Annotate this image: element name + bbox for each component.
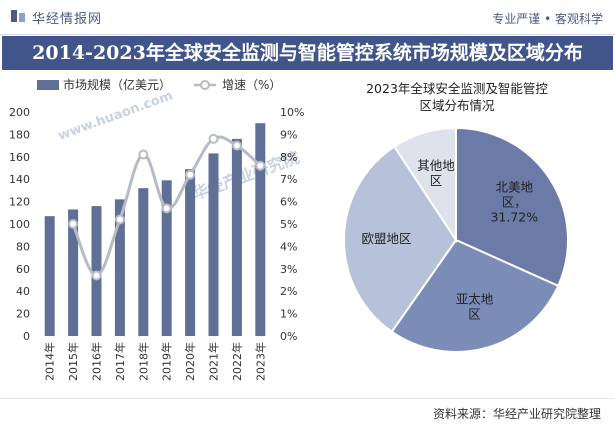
bar-2019年 [161,180,172,336]
bar-2020年 [185,169,196,336]
y-left-tick: 100 [9,218,30,231]
x-tick-label: 2014年 [43,342,57,381]
growth-point [161,203,172,214]
pie-label: 区， [502,194,527,209]
bar-2015年 [68,209,79,336]
y-left-tick: 180 [9,128,30,141]
x-tick-label: 2020年 [183,342,197,381]
bar-2021年 [208,153,219,336]
legend-line-label: 增速（%） [222,78,281,92]
growth-points [68,133,266,281]
x-tick-label: 2022年 [230,342,244,381]
y-right-tick: 0% [280,330,297,343]
y-left-tick: 160 [9,151,30,164]
top-bar: 华经情报网 专业严谨 • 客观科学 [0,0,615,35]
growth-point [185,169,196,180]
y-axis-right: 0% 1% 2% 3% 4% 5% 6% 7% 8% 9% 10% [280,106,304,343]
x-tick-label: 2021年 [207,342,221,381]
x-tick-label: 2023年 [253,342,267,381]
watermark-url: www.huaon.com [56,88,175,143]
growth-point [208,133,219,144]
pie-label: 区 [468,306,481,321]
y-right-tick: 7% [280,173,297,186]
bar-2018年 [138,188,149,336]
y-right-tick: 6% [280,196,297,209]
growth-point [138,149,149,160]
y-left-tick: 20 [16,308,30,321]
pie-label: 其他地 [417,158,455,173]
bar-2014年 [44,216,55,336]
slogan: 专业严谨 • 客观科学 [492,12,603,26]
y-right-tick: 10% [280,106,304,119]
bar-2023年 [255,123,266,336]
brand-logo-icon [10,10,26,26]
pie-slice-亚太地区 [390,238,560,353]
pie-slice-欧盟地区 [343,145,458,334]
pie-title-line-1: 2023年全球安全监测及智能管控 [366,81,548,96]
y-right-tick: 3% [280,263,297,276]
growth-point [231,140,242,151]
growth-point [91,270,102,281]
pie-chart [343,126,569,353]
x-axis-categories: 2014年 2015年 2016年 2017年 2018年 2019年 2020年 2021年… [43,342,268,381]
page-title: 2014-2023年全球安全监测与智能管控系统市场规模及区域分布 [2,36,613,70]
footer: 资料来源：华经产业研究院整理 [0,398,615,429]
legend-bar-label: 市场规模（亿美元） [63,77,171,92]
y-left-tick: 80 [16,240,30,253]
x-tick-label: 2016年 [90,342,104,381]
pie-label: 北美地 [496,179,534,194]
pie-slice-北美地区 [455,126,569,288]
y-right-tick: 4% [280,240,297,253]
growth-point [255,160,266,171]
y-left-tick: 0 [23,330,30,343]
y-left-tick: 60 [16,263,30,276]
x-tick-label: 2015年 [66,342,80,381]
pie-label: 亚太地 [456,291,494,306]
y-right-tick: 5% [280,218,297,231]
source-note: 资料来源：华经产业研究院整理 [432,407,601,421]
x-tick-label: 2019年 [160,342,174,381]
bar-series [44,123,266,336]
y-right-tick: 1% [280,308,297,321]
y-axis-left: 0 20 40 60 80 100 120 140 160 180 200 [9,106,30,343]
y-right-tick: 2% [280,285,297,298]
x-tick-label: 2018年 [136,342,150,381]
x-tick-label: 2017年 [113,342,127,381]
legend-line-marker [200,80,210,90]
combo-legend: 市场规模（亿美元） 增速（%） [37,77,281,92]
y-left-tick: 120 [9,196,30,209]
y-left-tick: 200 [9,106,30,119]
y-left-tick: 140 [9,173,30,186]
brand-name: 华经情报网 [32,12,103,27]
pie-slice-其他地区 [392,126,457,244]
pie-label: 区 [430,173,443,188]
y-right-tick: 9% [280,128,297,141]
pie-label: 欧盟地区 [362,231,412,246]
growth-point [114,214,125,225]
growth-point [68,219,79,229]
bar-2022年 [231,138,242,336]
brand: 华经情报网 [10,8,102,27]
legend-bar-swatch [37,80,59,90]
bar-2017年 [114,199,125,336]
y-right-tick: 8% [280,151,297,164]
pie-title-line-2: 区域分布情况 [419,98,495,113]
pie-label: 31.72% [490,209,538,224]
y-left-tick: 40 [16,285,30,298]
